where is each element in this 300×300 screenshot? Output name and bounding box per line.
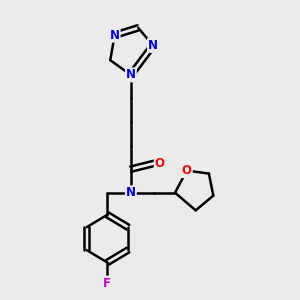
Text: O: O bbox=[155, 157, 165, 170]
Text: O: O bbox=[182, 164, 192, 177]
Text: N: N bbox=[148, 39, 158, 52]
Text: N: N bbox=[126, 68, 136, 81]
Text: F: F bbox=[103, 277, 111, 290]
Text: N: N bbox=[110, 29, 120, 42]
Text: N: N bbox=[126, 186, 136, 199]
